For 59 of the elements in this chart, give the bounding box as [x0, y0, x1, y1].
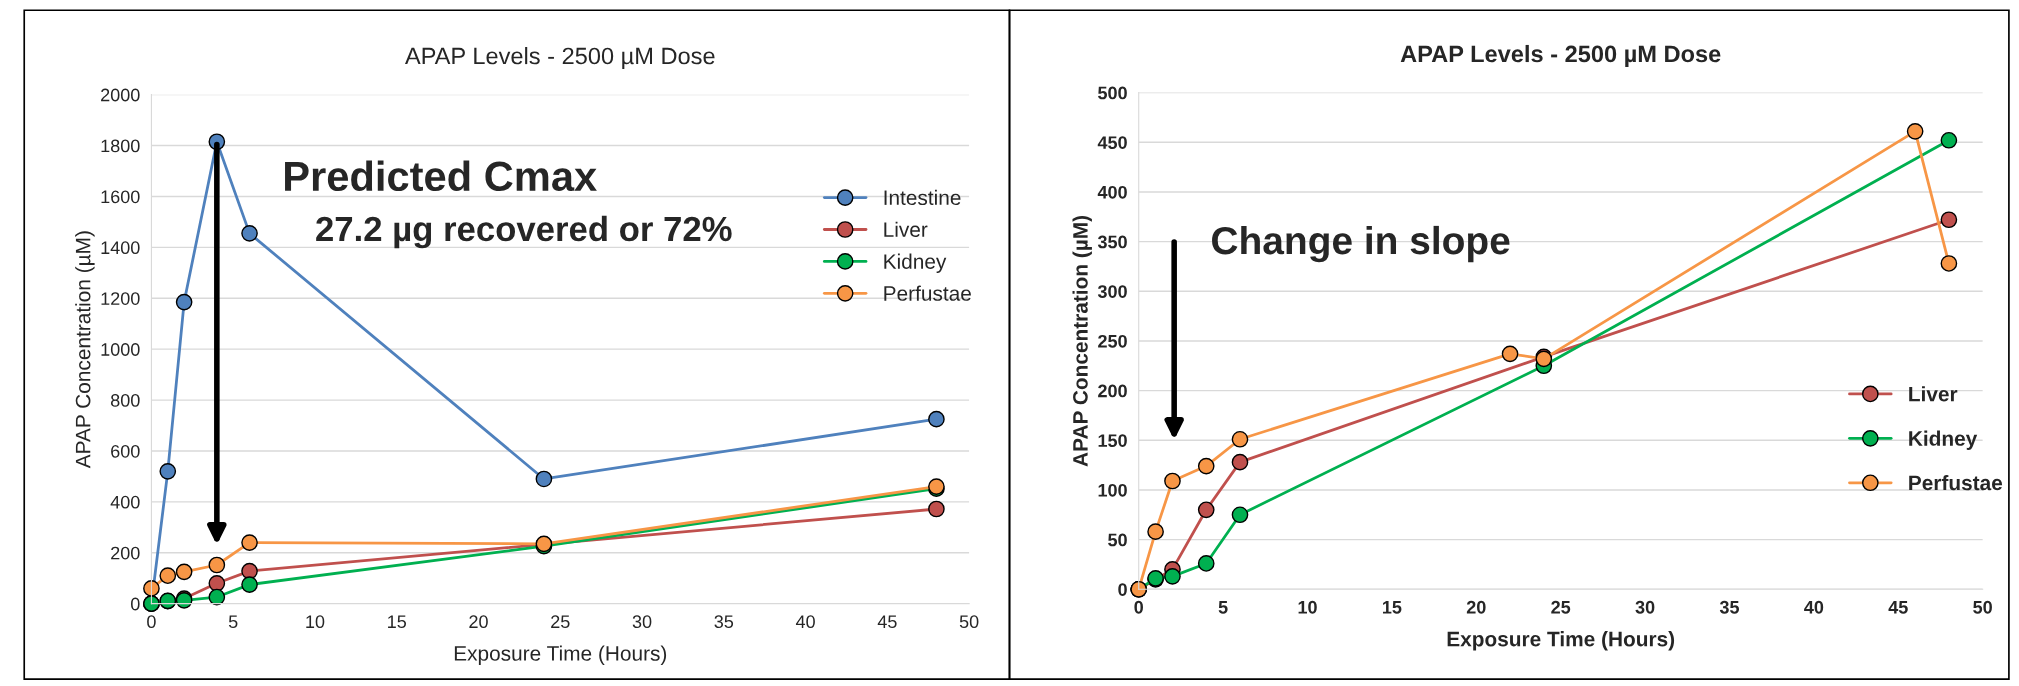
chart-title: APAP Levels - 2500 µM Dose: [1400, 44, 1721, 67]
y-tick-label: 400: [110, 495, 140, 509]
y-tick-label: 800: [110, 394, 140, 407]
y-tick-label: 1200: [101, 292, 140, 305]
y-tick-label: 250: [1098, 334, 1127, 348]
legend-label: Kidney: [1909, 430, 1978, 450]
legend-label: Perfustae: [884, 285, 971, 301]
annotation: Predicted Cmax: [285, 160, 597, 192]
annotation: Change in slope: [1212, 225, 1510, 263]
y-tick-label: 1400: [101, 241, 140, 255]
x-tick-label: 30: [1635, 600, 1655, 614]
x-tick-label: 5: [228, 615, 238, 629]
y-tick-label: 1800: [101, 139, 140, 153]
x-tick-label: 15: [1382, 601, 1402, 614]
y-tick-label: 100: [1098, 483, 1127, 497]
legend-label: Kidney: [884, 253, 947, 274]
x-tick-label: 35: [714, 615, 734, 629]
y-tick-label: 400: [1097, 185, 1127, 199]
y-tick-label: 1000: [101, 343, 140, 356]
y-tick-label: 600: [111, 444, 140, 458]
legend-label: Liver: [1909, 386, 1958, 402]
x-tick-label: 45: [1888, 601, 1908, 614]
x-tick-label: 40: [1804, 600, 1824, 614]
x-tick-label: 5: [1218, 601, 1228, 614]
x-tick-label: 35: [1719, 600, 1740, 614]
chart-title: APAP Levels - 2500 µM Dose: [404, 47, 715, 70]
y-tick-label: 0: [1118, 583, 1127, 596]
x-tick-label: 15: [388, 615, 407, 629]
y-tick-label: 150: [1098, 434, 1127, 447]
y-tick-label: 300: [1097, 285, 1127, 299]
x-axis-title: Exposure Time (Hours): [1447, 631, 1675, 651]
y-tick-label: 200: [111, 546, 140, 560]
x-tick-label: 10: [306, 615, 325, 629]
y-tick-label: 200: [1098, 384, 1127, 398]
y-tick-label: 2000: [101, 88, 140, 102]
x-tick-label: 50: [1973, 600, 1992, 614]
y-tick-label: 50: [1108, 533, 1127, 547]
x-axis-title: Exposure Time (Hours): [454, 645, 667, 665]
x-tick-label: 45: [877, 615, 897, 629]
legend-label: Perfustae: [1909, 474, 2003, 491]
y-tick-label: 450: [1097, 136, 1127, 149]
x-tick-label: 0: [147, 615, 156, 629]
x-tick-label: 30: [632, 615, 652, 629]
y-axis-title: APAP Concentration (µM): [75, 231, 95, 469]
x-tick-label: 0: [1134, 600, 1143, 614]
annotation: 27.2 µg recovered or 72%: [316, 215, 732, 249]
legend-label: Intestine: [884, 189, 961, 206]
y-axis-title: APAP Concentration (µM): [1072, 215, 1092, 467]
y-tick-label: 350: [1097, 235, 1127, 249]
y-tick-label: 500: [1098, 86, 1127, 100]
x-tick-label: 25: [1551, 600, 1571, 614]
legend-label: Liver: [884, 221, 928, 237]
x-tick-label: 20: [469, 615, 488, 629]
x-tick-label: 10: [1298, 600, 1317, 614]
y-tick-label: 1600: [101, 190, 140, 204]
x-tick-label: 40: [795, 615, 815, 629]
x-tick-label: 25: [551, 615, 570, 629]
x-tick-label: 50: [959, 615, 979, 629]
x-tick-label: 20: [1466, 600, 1486, 614]
